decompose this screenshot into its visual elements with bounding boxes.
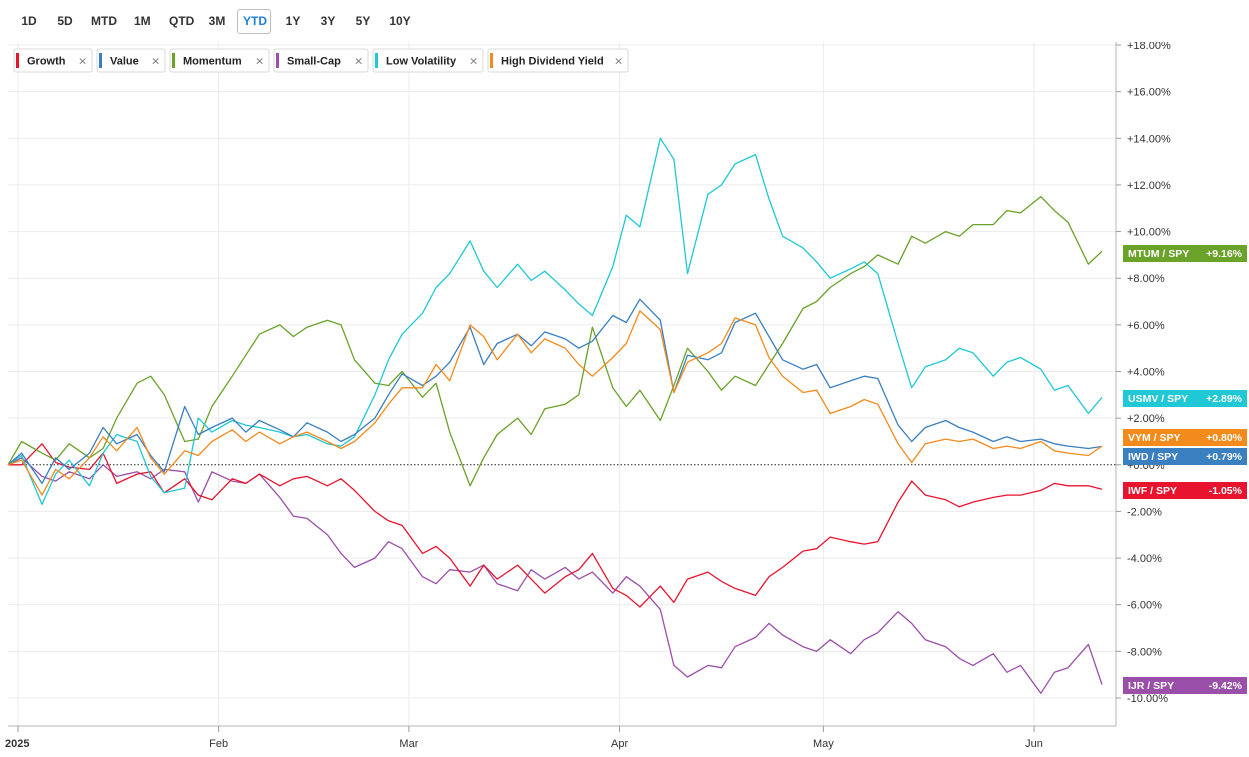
last-value-tag-small-cap: IJR / SPY -9.42% (1123, 677, 1247, 694)
legend-chip-box (273, 48, 369, 73)
legend-label: Growth (27, 56, 66, 68)
y-tick-label: +8.00% (1127, 273, 1165, 285)
legend-label: Momentum (183, 56, 242, 68)
tag-symbol: IWF / SPY (1128, 485, 1177, 497)
legend-chip-box (169, 48, 270, 73)
legend-item-momentum[interactable]: Momentum × (169, 48, 270, 73)
tag-background (1123, 677, 1247, 694)
tag-value: -1.05% (1209, 485, 1243, 497)
tag-background (1123, 245, 1247, 262)
close-icon[interactable]: × (151, 55, 160, 68)
legend-item-value[interactable]: Value × (96, 48, 166, 73)
legend-swatch (16, 53, 19, 68)
legend-label: High Dividend Yield (501, 56, 604, 68)
tag-value: +0.80% (1206, 432, 1243, 444)
last-value-tag-value: IWD / SPY +0.79% (1123, 448, 1247, 465)
legend-chip-box (372, 48, 484, 73)
series-line-value[interactable] (7, 298, 1103, 485)
legend-chip-box (487, 48, 629, 73)
tag-value: +9.16% (1206, 248, 1243, 260)
range-button-3y[interactable]: 3Y (320, 14, 336, 28)
tag-value: -9.42% (1209, 680, 1243, 692)
y-tick-label: +10.00% (1127, 227, 1171, 239)
legend-swatch (490, 53, 493, 68)
tag-background (1123, 429, 1247, 446)
tag-background (1123, 390, 1247, 407)
last-value-tag-momentum: MTUM / SPY +9.16% (1123, 245, 1247, 262)
y-tick-label: -6.00% (1127, 600, 1162, 612)
y-tick-label: +6.00% (1127, 320, 1165, 332)
range-button-10y[interactable]: 10Y (389, 14, 411, 28)
series-line-high-dividend[interactable] (7, 310, 1103, 496)
range-button-1d[interactable]: 1D (21, 14, 37, 28)
close-icon[interactable]: × (469, 55, 478, 68)
x-tick-label: Jun (1025, 738, 1043, 750)
legend-chip-box (13, 48, 93, 73)
y-tick-label: -8.00% (1127, 646, 1162, 658)
y-tick-label: +14.00% (1127, 133, 1171, 145)
series-lines (7, 137, 1103, 694)
y-tick-label: +18.00% (1127, 42, 1171, 52)
x-tick-label: Feb (209, 738, 228, 750)
tag-background (1123, 482, 1247, 499)
close-icon[interactable]: × (614, 55, 623, 68)
x-tick-label: Mar (399, 738, 418, 750)
close-icon[interactable]: × (78, 55, 87, 68)
legend-swatch (172, 53, 175, 68)
close-icon[interactable]: × (354, 55, 363, 68)
chart-background (0, 42, 1249, 757)
legend-item-low-volatility[interactable]: Low Volatility × (372, 48, 484, 73)
legend-label: Value (110, 56, 139, 68)
legend-swatch (99, 53, 102, 68)
range-button-1m[interactable]: 1M (134, 14, 151, 28)
legend-label: Small-Cap (287, 56, 341, 68)
y-tick-label: -2.00% (1127, 506, 1162, 518)
legend-swatch (276, 53, 279, 68)
tag-symbol: MTUM / SPY (1128, 248, 1189, 260)
series-line-momentum[interactable] (7, 195, 1103, 487)
last-value-tag-high-dividend: VYM / SPY +0.80% (1123, 429, 1247, 446)
range-button-5d[interactable]: 5D (57, 14, 73, 28)
legend-label: Low Volatility (386, 56, 457, 68)
range-button-3m[interactable]: 3M (208, 14, 226, 28)
range-toolbar: 1D 5D MTD 1M QTD 3M YTD 1Y 3Y 5Y 10Y (0, 0, 1249, 43)
x-tick-label: May (813, 738, 834, 750)
close-icon[interactable]: × (255, 55, 264, 68)
y-tick-label: +16.00% (1127, 87, 1171, 99)
x-tick-label: 2025 (5, 738, 29, 750)
range-button-mtd[interactable]: MTD (91, 14, 117, 28)
y-tick-label: +12.00% (1127, 180, 1171, 192)
last-value-tag-growth: IWF / SPY -1.05% (1123, 482, 1247, 499)
tag-symbol: USMV / SPY (1128, 393, 1188, 405)
x-tick-label: Apr (611, 738, 628, 750)
last-value-tags: IWF / SPY -1.05% IWD / SPY +0.79% MTUM / SPY… (1123, 245, 1247, 694)
y-tick-label: +2.00% (1127, 413, 1165, 425)
tag-symbol: IWD / SPY (1128, 451, 1178, 463)
y-tick-label: +4.00% (1127, 367, 1165, 379)
tag-value: +2.89% (1206, 393, 1243, 405)
series-line-growth[interactable] (8, 443, 1103, 608)
tag-symbol: IJR / SPY (1128, 680, 1174, 692)
chart: +18.00% +16.00% +14.00% +12.00% +10.00% +8.00… (0, 42, 1249, 757)
legend-item-high-dividend[interactable]: High Dividend Yield × (487, 48, 629, 73)
tag-value: +0.79% (1206, 451, 1243, 463)
tag-background (1123, 448, 1247, 465)
range-button-ytd[interactable]: YTD (237, 9, 271, 34)
legend: Growth × Value × Momentum × Small-Cap × Low Vola… (13, 48, 629, 73)
grid: +18.00% +16.00% +14.00% +12.00% +10.00% +8.00… (5, 42, 1171, 750)
y-tick-label: -4.00% (1127, 553, 1162, 565)
tag-symbol: VYM / SPY (1128, 432, 1181, 444)
range-button-qtd[interactable]: QTD (169, 14, 195, 28)
range-button-5y[interactable]: 5Y (355, 14, 371, 28)
y-tick-label: -10.00% (1127, 693, 1168, 705)
legend-chip-box (96, 48, 166, 73)
legend-swatch (375, 53, 378, 68)
legend-item-small-cap[interactable]: Small-Cap × (273, 48, 369, 73)
last-value-tag-low-volatility: USMV / SPY +2.89% (1123, 390, 1247, 407)
legend-item-growth[interactable]: Growth × (13, 48, 93, 73)
range-button-1y[interactable]: 1Y (285, 14, 301, 28)
